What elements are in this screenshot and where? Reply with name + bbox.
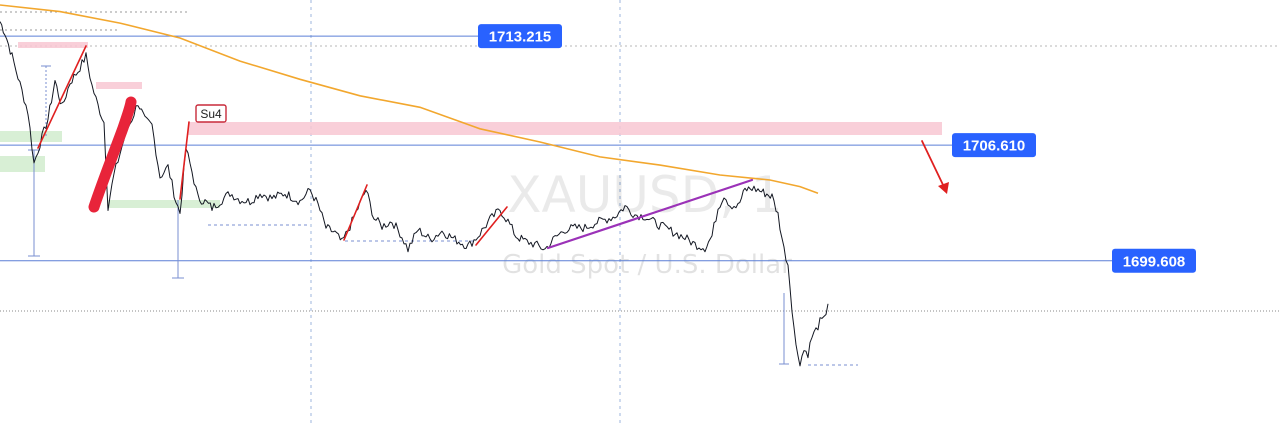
- price-tag-text: 1713.215: [489, 29, 552, 46]
- price-tags[interactable]: 1713.215 1706.610 1699.608: [478, 24, 1196, 273]
- price-level-lines[interactable]: [0, 35, 1112, 262]
- zone-supply-small-2: [96, 82, 142, 89]
- watermark-description: Gold Spot / U.S. Dollar: [502, 250, 792, 280]
- session-separators: [310, 0, 621, 426]
- su4-label[interactable]: Su4: [195, 104, 227, 123]
- price-tag-bg: [952, 133, 1036, 158]
- trendline[interactable]: [546, 178, 754, 250]
- price-tag-text: 1699.608: [1123, 253, 1186, 270]
- watermark-symbol: XAUUSD, 1: [507, 166, 783, 224]
- zone-supply-main: [188, 122, 942, 135]
- price-tag-0[interactable]: 1713.215: [478, 24, 562, 49]
- price-tag-1[interactable]: 1706.610: [952, 133, 1036, 158]
- brush-stroke: [88, 96, 137, 213]
- su4-text: Su4: [200, 107, 222, 121]
- price-line: [0, 21, 829, 367]
- symbol-watermark: XAUUSD, 1 Gold Spot / U.S. Dollar: [502, 166, 792, 280]
- measure-ranges: [28, 65, 789, 365]
- zone-demand-2: [0, 156, 45, 172]
- zone-supply-small-1: [18, 42, 88, 48]
- impulse-legs: [37, 45, 508, 246]
- down-arrow-icon: [921, 140, 949, 194]
- moving-average-line: [0, 4, 819, 194]
- price-tag-2[interactable]: 1699.608: [1112, 248, 1196, 273]
- price-tag-bg: [478, 24, 562, 49]
- price-tag-bg: [1112, 248, 1196, 273]
- price-tag-text: 1706.610: [963, 138, 1026, 155]
- zone-demand-3: [108, 200, 220, 208]
- dotted-guides: [0, 11, 1280, 366]
